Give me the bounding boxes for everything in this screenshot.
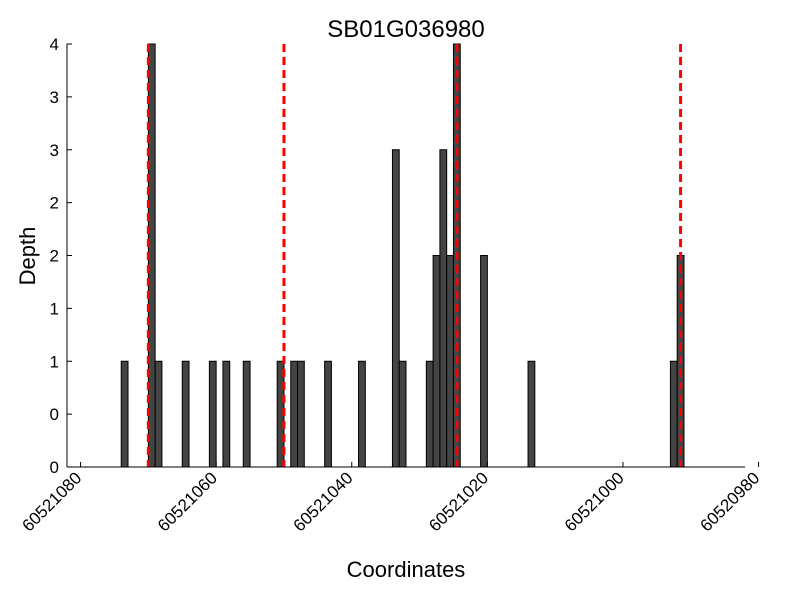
bar — [425, 360, 434, 468]
bar — [446, 255, 454, 468]
bar — [432, 255, 441, 468]
bar — [358, 360, 366, 468]
x-tick-label: 60521040 — [290, 468, 357, 535]
bar — [181, 360, 190, 468]
x-tick-label: 60521000 — [561, 468, 628, 535]
y-tick-label: 2 — [50, 247, 59, 266]
bar — [290, 360, 299, 468]
y-axis-label: Depth — [15, 227, 40, 286]
bar — [242, 360, 251, 468]
marker-lines-layer — [146, 44, 683, 467]
x-axis-label: Coordinates — [347, 557, 466, 582]
bar — [120, 360, 129, 468]
chart-title: SB01G036980 — [327, 16, 484, 43]
x-tick-label: 60521020 — [425, 468, 492, 535]
x-tick-label: 60520980 — [696, 468, 763, 535]
bar — [222, 360, 231, 468]
y-tick-label: 2 — [50, 194, 59, 213]
bars-layer — [120, 43, 685, 468]
y-tick-label: 3 — [50, 141, 59, 160]
bar — [324, 360, 332, 468]
bar — [297, 360, 305, 468]
bar — [480, 255, 488, 468]
y-tick-label: 0 — [50, 458, 59, 477]
bar — [208, 360, 217, 468]
y-tick-label: 1 — [50, 352, 59, 371]
bar — [669, 360, 678, 468]
y-tick-label: 1 — [50, 299, 59, 318]
bar — [154, 360, 163, 468]
bar — [439, 149, 448, 468]
x-tick-label: 60521060 — [154, 468, 221, 535]
x-tick-label: 60521080 — [18, 468, 85, 535]
y-tick-label: 4 — [50, 35, 59, 54]
ticks-layer: 0 0 1 1 2 2 3 3 4 60521080 60521060 60521040 6052102… — [18, 35, 763, 535]
bar — [391, 149, 400, 468]
y-tick-label: 0 — [50, 405, 59, 424]
bar — [527, 360, 536, 468]
y-tick-label: 3 — [50, 88, 59, 107]
bar — [398, 360, 407, 468]
